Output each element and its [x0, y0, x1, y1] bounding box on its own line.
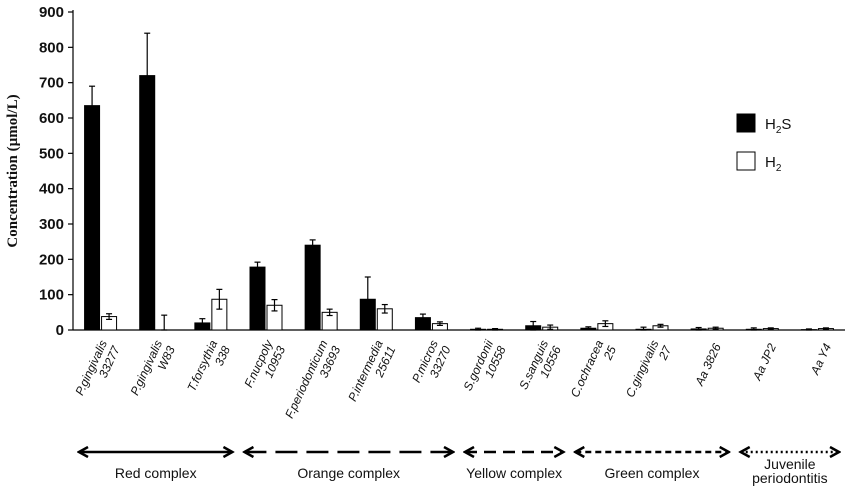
x-category-line: C.ochracea: [568, 338, 607, 400]
x-category-line: F.periodonticum: [282, 338, 330, 420]
x-category-label: F.periodonticum33693: [282, 338, 343, 427]
y-tick-label: 200: [39, 251, 64, 268]
complex-label-line: Green complex: [605, 465, 700, 481]
y-tick-label: 400: [39, 181, 64, 198]
y-tick-label: 600: [39, 110, 64, 127]
x-category-label: T.forsythia338: [184, 338, 233, 400]
x-category-label: F.nucpoly10953: [241, 337, 288, 395]
legend-main: H: [765, 154, 776, 171]
y-tick-label: 700: [39, 75, 64, 92]
y-tick-label: 300: [39, 216, 64, 233]
legend-swatch-h2s: [736, 113, 756, 133]
x-category-line: Aa 3826: [692, 341, 724, 389]
x-category-line: 25: [600, 344, 619, 363]
complex-label-line: periodontitis: [752, 470, 828, 486]
x-category-label: P.intermedia25611: [345, 338, 398, 410]
x-category-label: S.sanguis10556: [516, 338, 564, 398]
x-category-label: C.ochracea25: [568, 338, 619, 406]
y-tick-label: 0: [56, 322, 64, 339]
x-category-label: C.gingivalis27: [623, 337, 675, 406]
x-category-label: P.micros33270: [409, 338, 454, 391]
legend-label-h2: H2: [765, 154, 782, 174]
y-tick-label: 500: [39, 145, 64, 162]
x-category-line: T.forsythia: [184, 338, 220, 394]
y-tick-label: 800: [39, 39, 64, 56]
x-category-label: Aa Y4: [807, 341, 834, 378]
legend-main: H: [765, 116, 776, 133]
legend-swatch-h2: [736, 151, 756, 171]
y-tick-label: 900: [39, 4, 64, 21]
x-category-label: S.gordonii10558: [461, 338, 509, 399]
x-category-line: Aa Y4: [807, 341, 834, 378]
x-category-line: C.gingivalis: [623, 338, 662, 400]
x-category-label: P.gingivalisW83: [127, 338, 178, 404]
bar-h2s: [249, 266, 266, 331]
y-tick-label: 100: [39, 287, 64, 304]
complex-label: Green complex: [605, 465, 700, 481]
legend-tail: S: [781, 116, 791, 133]
legend-sub: 2: [776, 163, 782, 174]
complex-label: Orange complex: [297, 465, 400, 481]
x-category-label: Aa 3826: [692, 341, 724, 389]
bar-h2s: [84, 105, 101, 331]
complex-label-line: Orange complex: [297, 465, 400, 481]
x-category-label: P.gingivalis33277: [72, 337, 123, 404]
complex-label-line: Red complex: [115, 465, 197, 481]
complex-label: Red complex: [115, 465, 197, 481]
complex-label: Yellow complex: [466, 465, 562, 481]
bar-h2s: [304, 244, 321, 331]
complex-label-line: Yellow complex: [466, 465, 562, 481]
x-category-line: Aa JP2: [750, 341, 780, 383]
complex-label-line: Juvenile: [764, 456, 816, 472]
legend-sub: 2: [776, 125, 782, 136]
legend-label-h2s: H2S: [765, 116, 791, 136]
y-axis-title: Concentration (µmol/L): [5, 94, 21, 247]
x-category-label: Aa JP2: [750, 341, 780, 383]
complex-label: Juvenile periodontitis: [752, 456, 828, 486]
